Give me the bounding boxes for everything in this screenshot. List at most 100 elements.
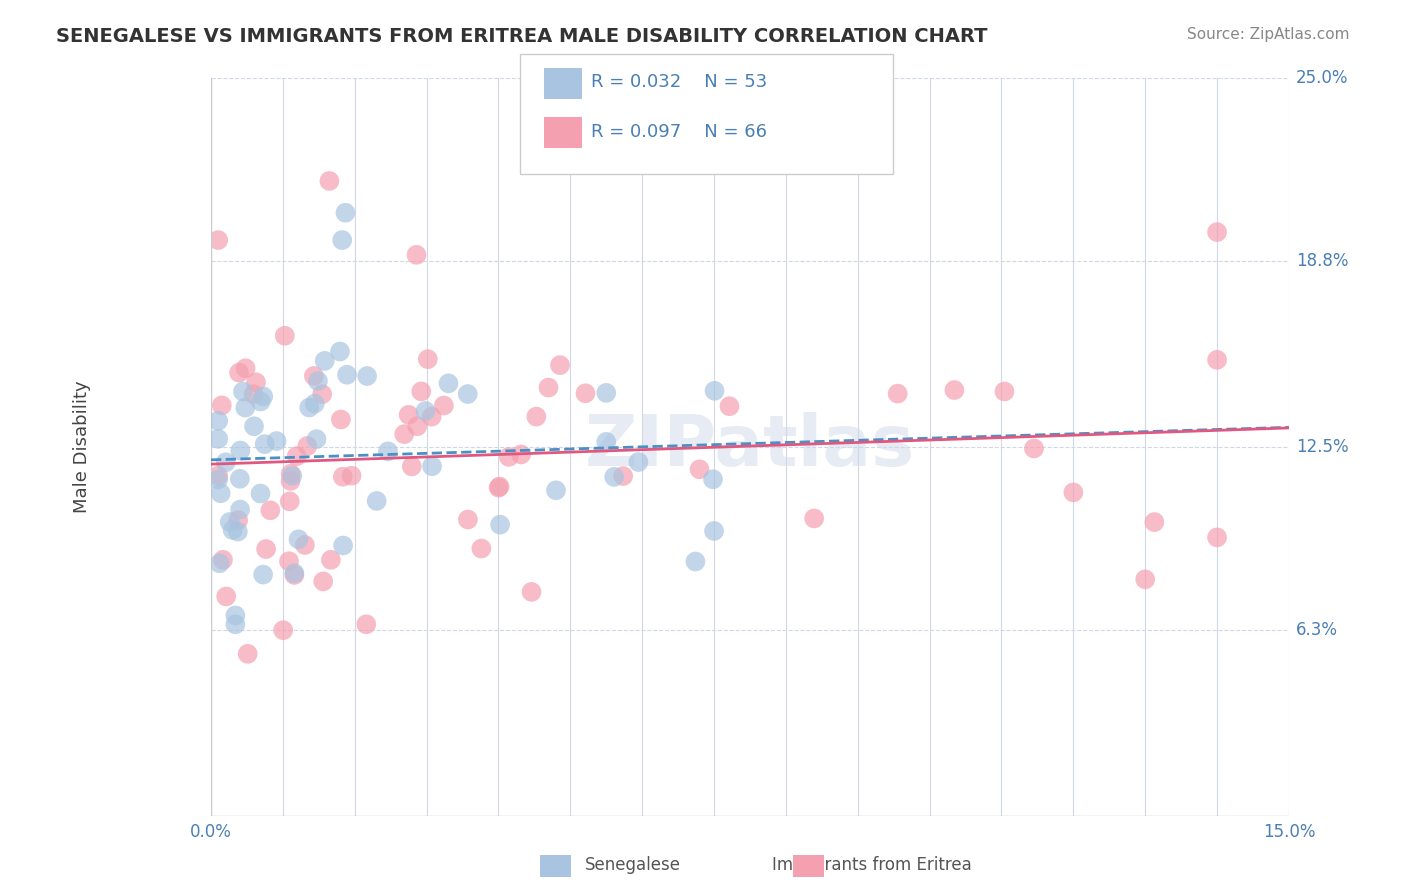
Point [245,376,267,390]
Point [366,494,388,508]
Point [886,386,908,401]
Point [457,512,479,526]
Point [329,412,352,426]
Point [207,432,229,446]
Point [356,369,378,384]
Point [207,473,229,487]
Point [229,502,252,516]
Point [221,523,243,537]
Point [278,494,301,508]
Point [433,399,456,413]
Point [242,387,264,401]
Text: SENEGALESE VS IMMIGRANTS FROM ERITREA MALE DISABILITY CORRELATION CHART: SENEGALESE VS IMMIGRANTS FROM ERITREA MA… [56,27,988,45]
Text: R = 0.097    N = 66: R = 0.097 N = 66 [591,123,766,141]
Point [235,361,257,376]
Point [703,384,725,398]
Text: 18.8%: 18.8% [1296,252,1348,269]
Point [243,419,266,434]
Point [305,432,328,446]
Point [420,459,443,474]
Text: Male Disability: Male Disability [73,381,90,513]
Point [1206,352,1229,367]
Point [254,542,277,557]
Point [356,617,378,632]
Point [304,396,326,410]
Point [510,447,533,461]
Point [228,366,250,380]
Point [259,503,281,517]
Point [544,483,567,498]
Point [236,647,259,661]
Text: 25.0%: 25.0% [1296,69,1348,87]
Text: ZIPatlas: ZIPatlas [585,412,915,482]
Point [280,467,302,481]
Point [377,444,399,458]
Point [285,449,308,463]
Point [627,455,650,469]
Point [311,387,333,401]
Point [943,383,966,397]
Point [229,472,252,486]
Point [233,401,256,415]
Point [524,409,547,424]
Point [336,368,359,382]
Point [993,384,1015,399]
Point [271,623,294,637]
Point [332,539,354,553]
Point [314,354,336,368]
Point [229,443,252,458]
Point [215,455,238,469]
Point [574,386,596,401]
Point [340,468,363,483]
Point [266,434,288,448]
Point [226,513,249,527]
Point [209,486,232,500]
Point [253,437,276,451]
Text: Senegalese: Senegalese [585,856,681,874]
Point [212,553,235,567]
Point [274,328,297,343]
Point [252,389,274,403]
Point [1022,442,1045,456]
Point [281,468,304,483]
Point [718,399,741,413]
Point [332,469,354,483]
Point [415,404,437,418]
Point [612,469,634,483]
Point [307,374,329,388]
Point [218,515,240,529]
Point [703,524,725,538]
Point [595,385,617,400]
Point [437,376,460,391]
Point [470,541,492,556]
Point [488,481,510,495]
Point [394,427,416,442]
Point [520,585,543,599]
Point [401,459,423,474]
Point [702,472,724,486]
Point [249,394,271,409]
Point [335,206,357,220]
Point [498,450,520,464]
Point [207,468,229,483]
Point [405,248,427,262]
Point [280,474,302,488]
Point [226,524,249,539]
Point [211,398,233,412]
Point [224,617,246,632]
Point [252,567,274,582]
Point [329,344,352,359]
Point [1062,485,1084,500]
Point [232,384,254,399]
Point [283,566,305,581]
Text: 6.3%: 6.3% [1296,621,1339,640]
Point [283,568,305,582]
Point [287,533,309,547]
Point [215,590,238,604]
Text: Source: ZipAtlas.com: Source: ZipAtlas.com [1187,27,1350,42]
Point [224,608,246,623]
Point [319,553,342,567]
Point [297,439,319,453]
Point [330,233,353,247]
Point [685,554,707,568]
